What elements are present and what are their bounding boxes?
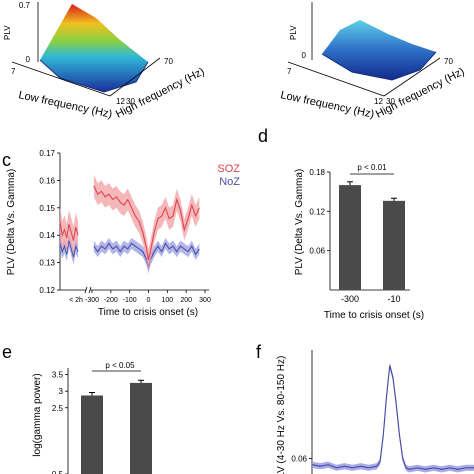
panel-c-xlabel: Time to crisis onset (s) <box>98 307 198 318</box>
panel-a-hf-tick-1: 70 <box>164 57 173 66</box>
panel-e-marks: 0.5 2.5 3 3.5 <box>52 368 152 474</box>
panel-c-xtick-label: 200 <box>180 297 192 304</box>
panel-c-line-soz <box>93 185 200 260</box>
legend-noz: NoZ <box>219 176 240 188</box>
panel-d-category-label: -10 <box>387 294 400 304</box>
panel-e-ytick-label: 3.5 <box>52 371 64 380</box>
panel-b-zlabel: PLV <box>289 25 298 40</box>
panel-c-ytick-label: 0.12 <box>39 286 55 295</box>
panel-b-lf-tick-2: 12 <box>374 97 383 106</box>
panel-a-ztick-top: 0.7 <box>19 1 31 10</box>
panel-c-xtick-label: 100 <box>161 297 173 304</box>
panel-a-ztick-bottom: 0 <box>26 55 31 64</box>
panel-c-marks <box>59 153 209 294</box>
panel-b-hf-tick-1: 70 <box>444 57 453 66</box>
panel-d-ytick-label: 0.18 <box>309 168 325 177</box>
panel-b-lf-tick-1: 7 <box>287 67 292 76</box>
legend-soz: SOZ <box>217 163 240 175</box>
panel-c-xtick-label: -200 <box>104 297 118 304</box>
panel-b-y-axis <box>383 57 441 97</box>
panel-c-xtick-label: 300 <box>199 297 211 304</box>
panel-letter-c: c <box>2 150 11 170</box>
panel-c-ytick-label: 0.13 <box>39 259 55 268</box>
panel-c-axis-break-1 <box>84 286 88 294</box>
panel-a-xlabel: Low frequency (Hz) <box>17 89 113 121</box>
panel-d-category-label: -300 <box>341 294 359 304</box>
panel-f-line <box>311 365 474 470</box>
panel-c-band-pre-soz <box>60 207 78 255</box>
panel-a-zlabel: PLV <box>3 25 12 40</box>
panel-c-ytick-label: 0.15 <box>39 204 55 213</box>
panel-a-lf-tick-1: 7 <box>11 67 16 76</box>
panel-f-ytick-label: 0.06 <box>291 455 307 464</box>
panel-f-ylabel: PLV (4-30 Hz Vs. 80-150 Hz) <box>276 356 287 474</box>
panel-a-surface-edge <box>39 59 149 93</box>
panel-d-xlabel: Time to crisis onset (s) <box>324 310 424 321</box>
panel-b-hf-tick-2: 30 <box>386 97 395 106</box>
panel-c-xtick-label: -100 <box>123 297 137 304</box>
panel-b-x-axis <box>287 61 385 97</box>
panel-e-annotation: p < 0.05 <box>105 361 135 370</box>
panel-letter-e: e <box>2 342 12 362</box>
panel-c-ytick-label: 0.17 <box>39 149 55 158</box>
panel-b-surface-edge <box>321 51 437 81</box>
panel-c-ticks: 0.12 0.13 0.14 0.15 0.16 0.17 < 2h -300 -200 -100… <box>39 149 211 304</box>
panel-b-ztick: 0 <box>302 51 307 60</box>
panel-a-hf-tick-2: 30 <box>126 97 135 106</box>
panel-a-x-axis <box>11 61 111 97</box>
panel-c-ytick-label: 0.16 <box>39 176 55 185</box>
panel-d-bar <box>339 185 361 290</box>
panel-f-marks: 0.06 <box>291 350 474 474</box>
panel-a-surface <box>40 4 148 92</box>
panel-a-3d: PLV 0.7 0 7 12 70 30 Low frequency (Hz) … <box>3 1 207 121</box>
panel-c-axis-break-2 <box>88 286 92 294</box>
panel-c-band-soz <box>93 174 200 271</box>
panel-letter-f: f <box>256 342 262 362</box>
panel-c-ytick-label: 0.14 <box>39 231 55 240</box>
panel-e-bar <box>81 395 103 474</box>
panel-a-lf-tick-2: 12 <box>116 97 125 106</box>
panel-e-bar <box>130 382 152 474</box>
panel-e-ytick-label: 3 <box>59 387 64 396</box>
panel-letter-d: d <box>258 126 268 146</box>
panel-e-ylabel: log(gamma power) <box>32 373 43 456</box>
panel-b-3d: PLV 0 7 12 70 30 Low frequency (Hz) High… <box>279 2 467 121</box>
panel-b-surface <box>322 20 436 80</box>
panel-d-marks: 0.06 0.12 0.18 -300 -10 <box>309 168 410 304</box>
panel-a-y-axis <box>109 57 161 97</box>
panel-c-line-pre-soz <box>59 221 79 241</box>
panel-c: c PLV (Delta Vs. Gamma) Time to crisis o… <box>2 149 240 318</box>
panel-d: d PLV (Delta Vs. Gamma) Time to crisis o… <box>258 126 424 321</box>
panel-c-line-pre-noz <box>59 240 79 258</box>
panel-d-bar <box>383 200 405 290</box>
panel-f: f PLV (4-30 Hz Vs. 80-150 Hz) 0.06 <box>256 342 474 474</box>
panel-c-xtick-label: < 2h <box>69 297 83 304</box>
panel-c-xtick-label: 0 <box>147 297 151 304</box>
panel-d-ytick-label: 0.06 <box>309 247 325 256</box>
panel-c-ylabel: PLV (Delta Vs. Gamma) <box>6 169 17 276</box>
panel-e-ytick-label: 0.5 <box>52 470 64 474</box>
panel-d-ylabel: PLV (Delta Vs. Gamma) <box>294 169 305 276</box>
panel-c-xtick-label: -300 <box>85 297 99 304</box>
panel-d-ytick-label: 0.12 <box>309 207 325 216</box>
panel-e: e log(gamma power) p < 0.05 0.5 2.5 3 3.5 <box>2 342 152 474</box>
panel-e-ytick-label: 2.5 <box>52 404 64 413</box>
panel-b-xlabel: Low frequency (Hz) <box>279 89 375 121</box>
panel-d-annotation: p < 0.01 <box>357 163 387 172</box>
